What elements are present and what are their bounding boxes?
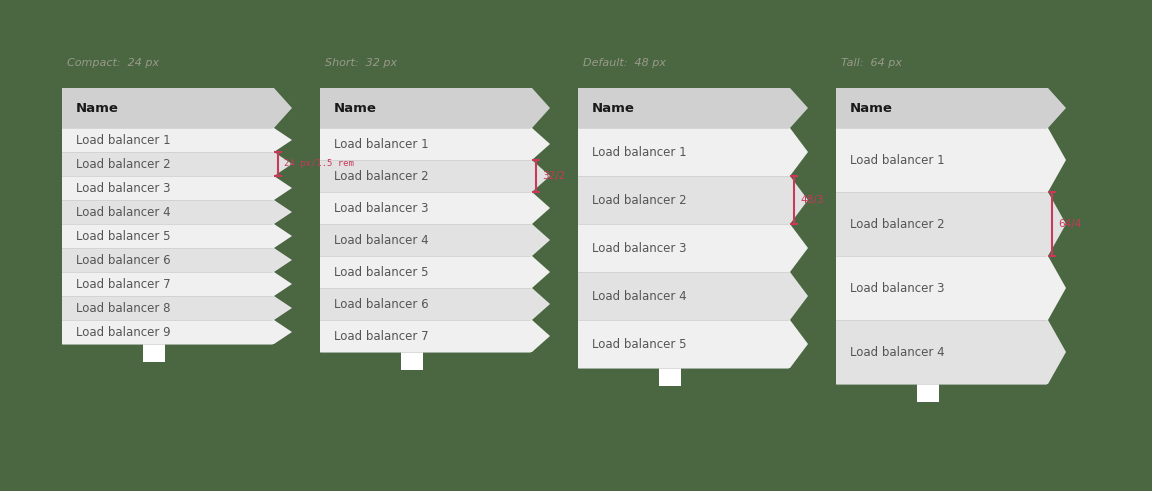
- Polygon shape: [320, 224, 550, 256]
- Text: Name: Name: [334, 102, 377, 114]
- Bar: [659, 368, 681, 386]
- Text: Load balancer 5: Load balancer 5: [76, 229, 170, 243]
- Polygon shape: [836, 128, 1066, 192]
- Polygon shape: [836, 88, 1066, 128]
- Polygon shape: [62, 296, 291, 320]
- Text: Short:  32 px: Short: 32 px: [325, 58, 397, 68]
- Text: Load balancer 3: Load balancer 3: [334, 201, 429, 215]
- Polygon shape: [320, 192, 550, 224]
- Text: Load balancer 4: Load balancer 4: [76, 206, 170, 218]
- Polygon shape: [62, 224, 291, 248]
- Polygon shape: [320, 288, 550, 320]
- Text: 32/2: 32/2: [541, 171, 566, 181]
- Text: Name: Name: [76, 102, 119, 114]
- Text: Load balancer 8: Load balancer 8: [76, 301, 170, 315]
- Text: 48/3: 48/3: [799, 195, 824, 205]
- Polygon shape: [62, 200, 291, 224]
- Polygon shape: [62, 88, 291, 128]
- Text: Load balancer 4: Load balancer 4: [850, 346, 945, 358]
- Polygon shape: [836, 192, 1066, 256]
- Text: Tall:  64 px: Tall: 64 px: [841, 58, 902, 68]
- Text: Load balancer 7: Load balancer 7: [334, 329, 429, 343]
- Text: Load balancer 2: Load balancer 2: [76, 158, 170, 170]
- Text: Load balancer 6: Load balancer 6: [334, 298, 429, 310]
- Polygon shape: [836, 320, 1066, 384]
- Polygon shape: [578, 88, 808, 128]
- Text: Load balancer 1: Load balancer 1: [76, 134, 170, 146]
- Text: Load balancer 9: Load balancer 9: [76, 326, 170, 338]
- Polygon shape: [578, 176, 808, 224]
- Text: Load balancer 2: Load balancer 2: [592, 193, 687, 207]
- Text: Load balancer 1: Load balancer 1: [334, 137, 429, 151]
- Polygon shape: [578, 272, 808, 320]
- Text: Load balancer 3: Load balancer 3: [592, 242, 687, 254]
- Text: Load balancer 3: Load balancer 3: [850, 281, 945, 295]
- Polygon shape: [320, 128, 550, 160]
- Text: Load balancer 1: Load balancer 1: [850, 154, 945, 166]
- Text: 24 px/1.5 rem: 24 px/1.5 rem: [285, 160, 354, 168]
- Polygon shape: [836, 256, 1066, 320]
- Bar: [143, 344, 165, 362]
- Text: Load balancer 5: Load balancer 5: [592, 337, 687, 351]
- Polygon shape: [62, 248, 291, 272]
- Polygon shape: [62, 152, 291, 176]
- Polygon shape: [320, 88, 550, 128]
- Polygon shape: [578, 224, 808, 272]
- Polygon shape: [62, 128, 291, 152]
- Text: Compact:  24 px: Compact: 24 px: [67, 58, 159, 68]
- Polygon shape: [62, 272, 291, 296]
- Text: Load balancer 5: Load balancer 5: [334, 266, 429, 278]
- Text: Load balancer 6: Load balancer 6: [76, 253, 170, 267]
- Text: Load balancer 4: Load balancer 4: [592, 290, 687, 302]
- Text: Name: Name: [592, 102, 635, 114]
- Polygon shape: [320, 320, 550, 352]
- Polygon shape: [320, 160, 550, 192]
- Polygon shape: [578, 320, 808, 368]
- Text: Load balancer 4: Load balancer 4: [334, 234, 429, 246]
- Text: Load balancer 1: Load balancer 1: [592, 145, 687, 159]
- Polygon shape: [62, 176, 291, 200]
- Bar: [917, 384, 939, 402]
- Text: Load balancer 2: Load balancer 2: [334, 169, 429, 183]
- Bar: [401, 352, 423, 370]
- Text: Default:  48 px: Default: 48 px: [583, 58, 666, 68]
- Text: Name: Name: [850, 102, 893, 114]
- Text: Load balancer 7: Load balancer 7: [76, 277, 170, 291]
- Polygon shape: [578, 128, 808, 176]
- Text: 64/4: 64/4: [1058, 219, 1082, 229]
- Polygon shape: [62, 320, 291, 344]
- Polygon shape: [320, 256, 550, 288]
- Text: Load balancer 3: Load balancer 3: [76, 182, 170, 194]
- Text: Load balancer 2: Load balancer 2: [850, 218, 945, 230]
